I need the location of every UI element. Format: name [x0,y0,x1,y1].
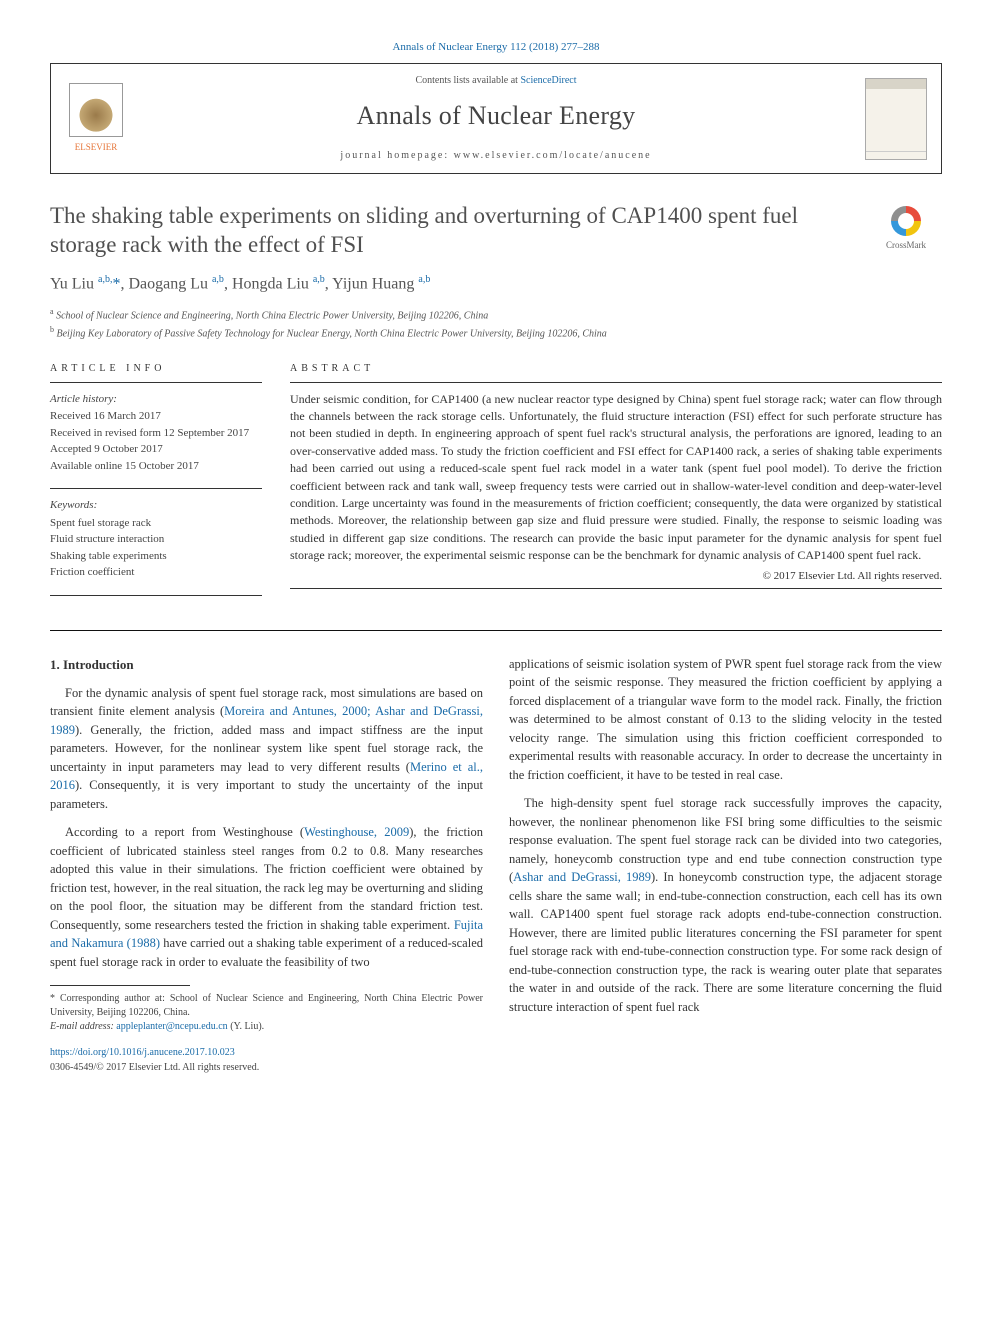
history-received: Received 16 March 2017 [50,408,262,425]
publisher-logo-box: ELSEVIER [51,64,141,172]
keyword: Spent fuel storage rack [50,515,262,532]
keyword: Shaking table experiments [50,548,262,565]
abstract-rule-2 [290,588,942,589]
sciencedirect-link[interactable]: ScienceDirect [520,75,576,86]
article-info-column: article info Article history: Received 1… [50,362,262,604]
abstract-copyright: © 2017 Elsevier Ltd. All rights reserved… [290,569,942,584]
publisher-name: ELSEVIER [69,141,123,154]
journal-citation: Annals of Nuclear Energy 112 (2018) 277–… [50,40,942,55]
body-paragraph: applications of seismic isolation system… [509,655,942,785]
crossmark-icon [891,206,921,236]
keywords-label: Keywords: [50,497,262,514]
abstract-rule [290,382,942,383]
body-paragraph: According to a report from Westinghouse … [50,823,483,971]
email-owner: (Y. Liu). [230,1021,264,1032]
corresponding-author-note: * Corresponding author at: School of Nuc… [50,992,483,1020]
crossmark-label: CrossMark [886,240,926,250]
journal-header-center: Contents lists available at ScienceDirec… [141,64,851,172]
keywords-block: Keywords: Spent fuel storage rack Fluid … [50,497,262,581]
affiliation-b: b Beijing Key Laboratory of Passive Safe… [50,324,942,342]
author-email-link[interactable]: appleplanter@ncepu.edu.cn [116,1021,227,1032]
info-rule-3 [50,595,262,596]
footnote-separator [50,985,190,986]
article-title: The shaking table experiments on sliding… [50,202,830,260]
contents-lists-line: Contents lists available at ScienceDirec… [149,74,843,88]
affiliations: a School of Nuclear Science and Engineer… [50,306,942,342]
info-rule [50,382,262,383]
history-accepted: Accepted 9 October 2017 [50,441,262,458]
contents-prefix: Contents lists available at [415,75,520,86]
body-paragraph: For the dynamic analysis of spent fuel s… [50,684,483,814]
footnotes: * Corresponding author at: School of Nuc… [50,992,483,1034]
elsevier-logo: ELSEVIER [69,83,123,154]
keyword: Friction coefficient [50,564,262,581]
keyword: Fluid structure interaction [50,531,262,548]
info-rule-2 [50,488,262,489]
article-history: Article history: Received 16 March 2017 … [50,391,262,475]
section-heading: 1. Introduction [50,655,483,674]
abstract-label: abstract [290,362,942,376]
section-number: 1. [50,657,60,672]
email-line: E-mail address: appleplanter@ncepu.edu.c… [50,1020,483,1034]
elsevier-tree-icon [69,83,123,137]
journal-cover-thumbnail [865,78,927,160]
crossmark-badge[interactable]: CrossMark [870,206,942,252]
journal-name: Annals of Nuclear Energy [149,98,843,134]
history-label: Article history: [50,391,262,408]
body-paragraph: The high-density spent fuel storage rack… [509,794,942,1016]
issn-copyright: 0306-4549/© 2017 Elsevier Ltd. All right… [50,1062,259,1073]
journal-header: ELSEVIER Contents lists available at Sci… [50,63,942,173]
abstract-column: abstract Under seismic condition, for CA… [290,362,942,604]
doi-block: https://doi.org/10.1016/j.anucene.2017.1… [50,1046,483,1076]
journal-homepage: journal homepage: www.elsevier.com/locat… [149,149,843,163]
abstract-text: Under seismic condition, for CAP1400 (a … [290,391,942,565]
doi-link[interactable]: https://doi.org/10.1016/j.anucene.2017.1… [50,1047,235,1058]
section-title: Introduction [63,657,134,672]
history-revised: Received in revised form 12 September 20… [50,425,262,442]
history-online: Available online 15 October 2017 [50,458,262,475]
affiliation-a: a School of Nuclear Science and Engineer… [50,306,942,324]
email-label: E-mail address: [50,1021,114,1032]
article-info-label: article info [50,362,262,376]
body-top-rule [50,630,942,631]
cover-thumb-box [851,64,941,172]
authors-line: Yu Liu a,b,*, Daogang Lu a,b, Hongda Liu… [50,273,942,296]
body-two-column: 1. Introduction For the dynamic analysis… [50,655,942,1076]
